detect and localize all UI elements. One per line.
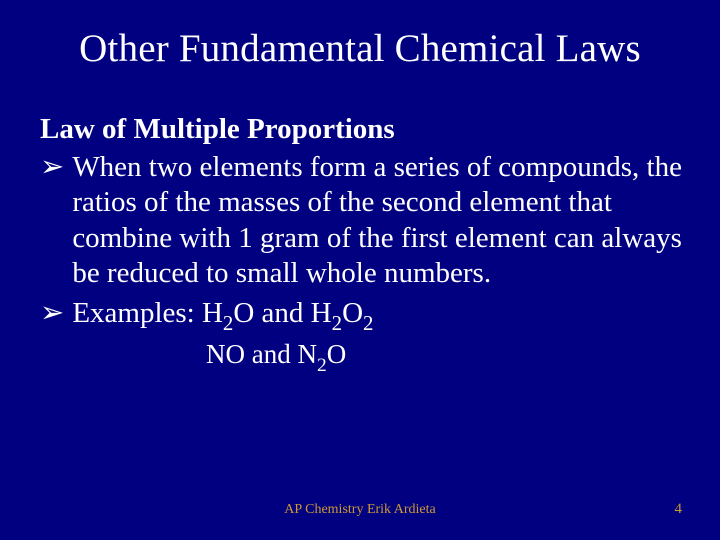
line3-prefix: NO and N [206,339,317,369]
subscript: 2 [223,311,233,335]
subscript: 2 [363,311,373,335]
law-subheading: Law of Multiple Proportions [40,113,682,146]
subscript: 2 [317,355,327,376]
line3-suffix: O [327,339,347,369]
bullet-marker-icon: ➢ [40,296,64,335]
examples-line2: NO and N2O [206,339,682,375]
bullet-examples-text: Examples: H2O and H2O2 [72,296,682,335]
slide-container: Other Fundamental Chemical Laws Law of M… [0,0,720,540]
bullet-definition: ➢ When two elements form a series of com… [40,150,682,292]
examples-mid1: O and H [233,297,331,329]
examples-prefix: Examples: H [72,297,223,329]
subscript: 2 [332,311,342,335]
bullet-examples: ➢ Examples: H2O and H2O2 [40,296,682,335]
bullet-definition-text: When two elements form a series of compo… [72,150,682,292]
slide-title: Other Fundamental Chemical Laws [38,26,682,71]
slide-footer: AP Chemistry Erik Ardieta [0,502,720,518]
bullet-marker-icon: ➢ [40,150,64,292]
page-number: 4 [675,501,683,518]
examples-mid2: O [342,297,363,329]
